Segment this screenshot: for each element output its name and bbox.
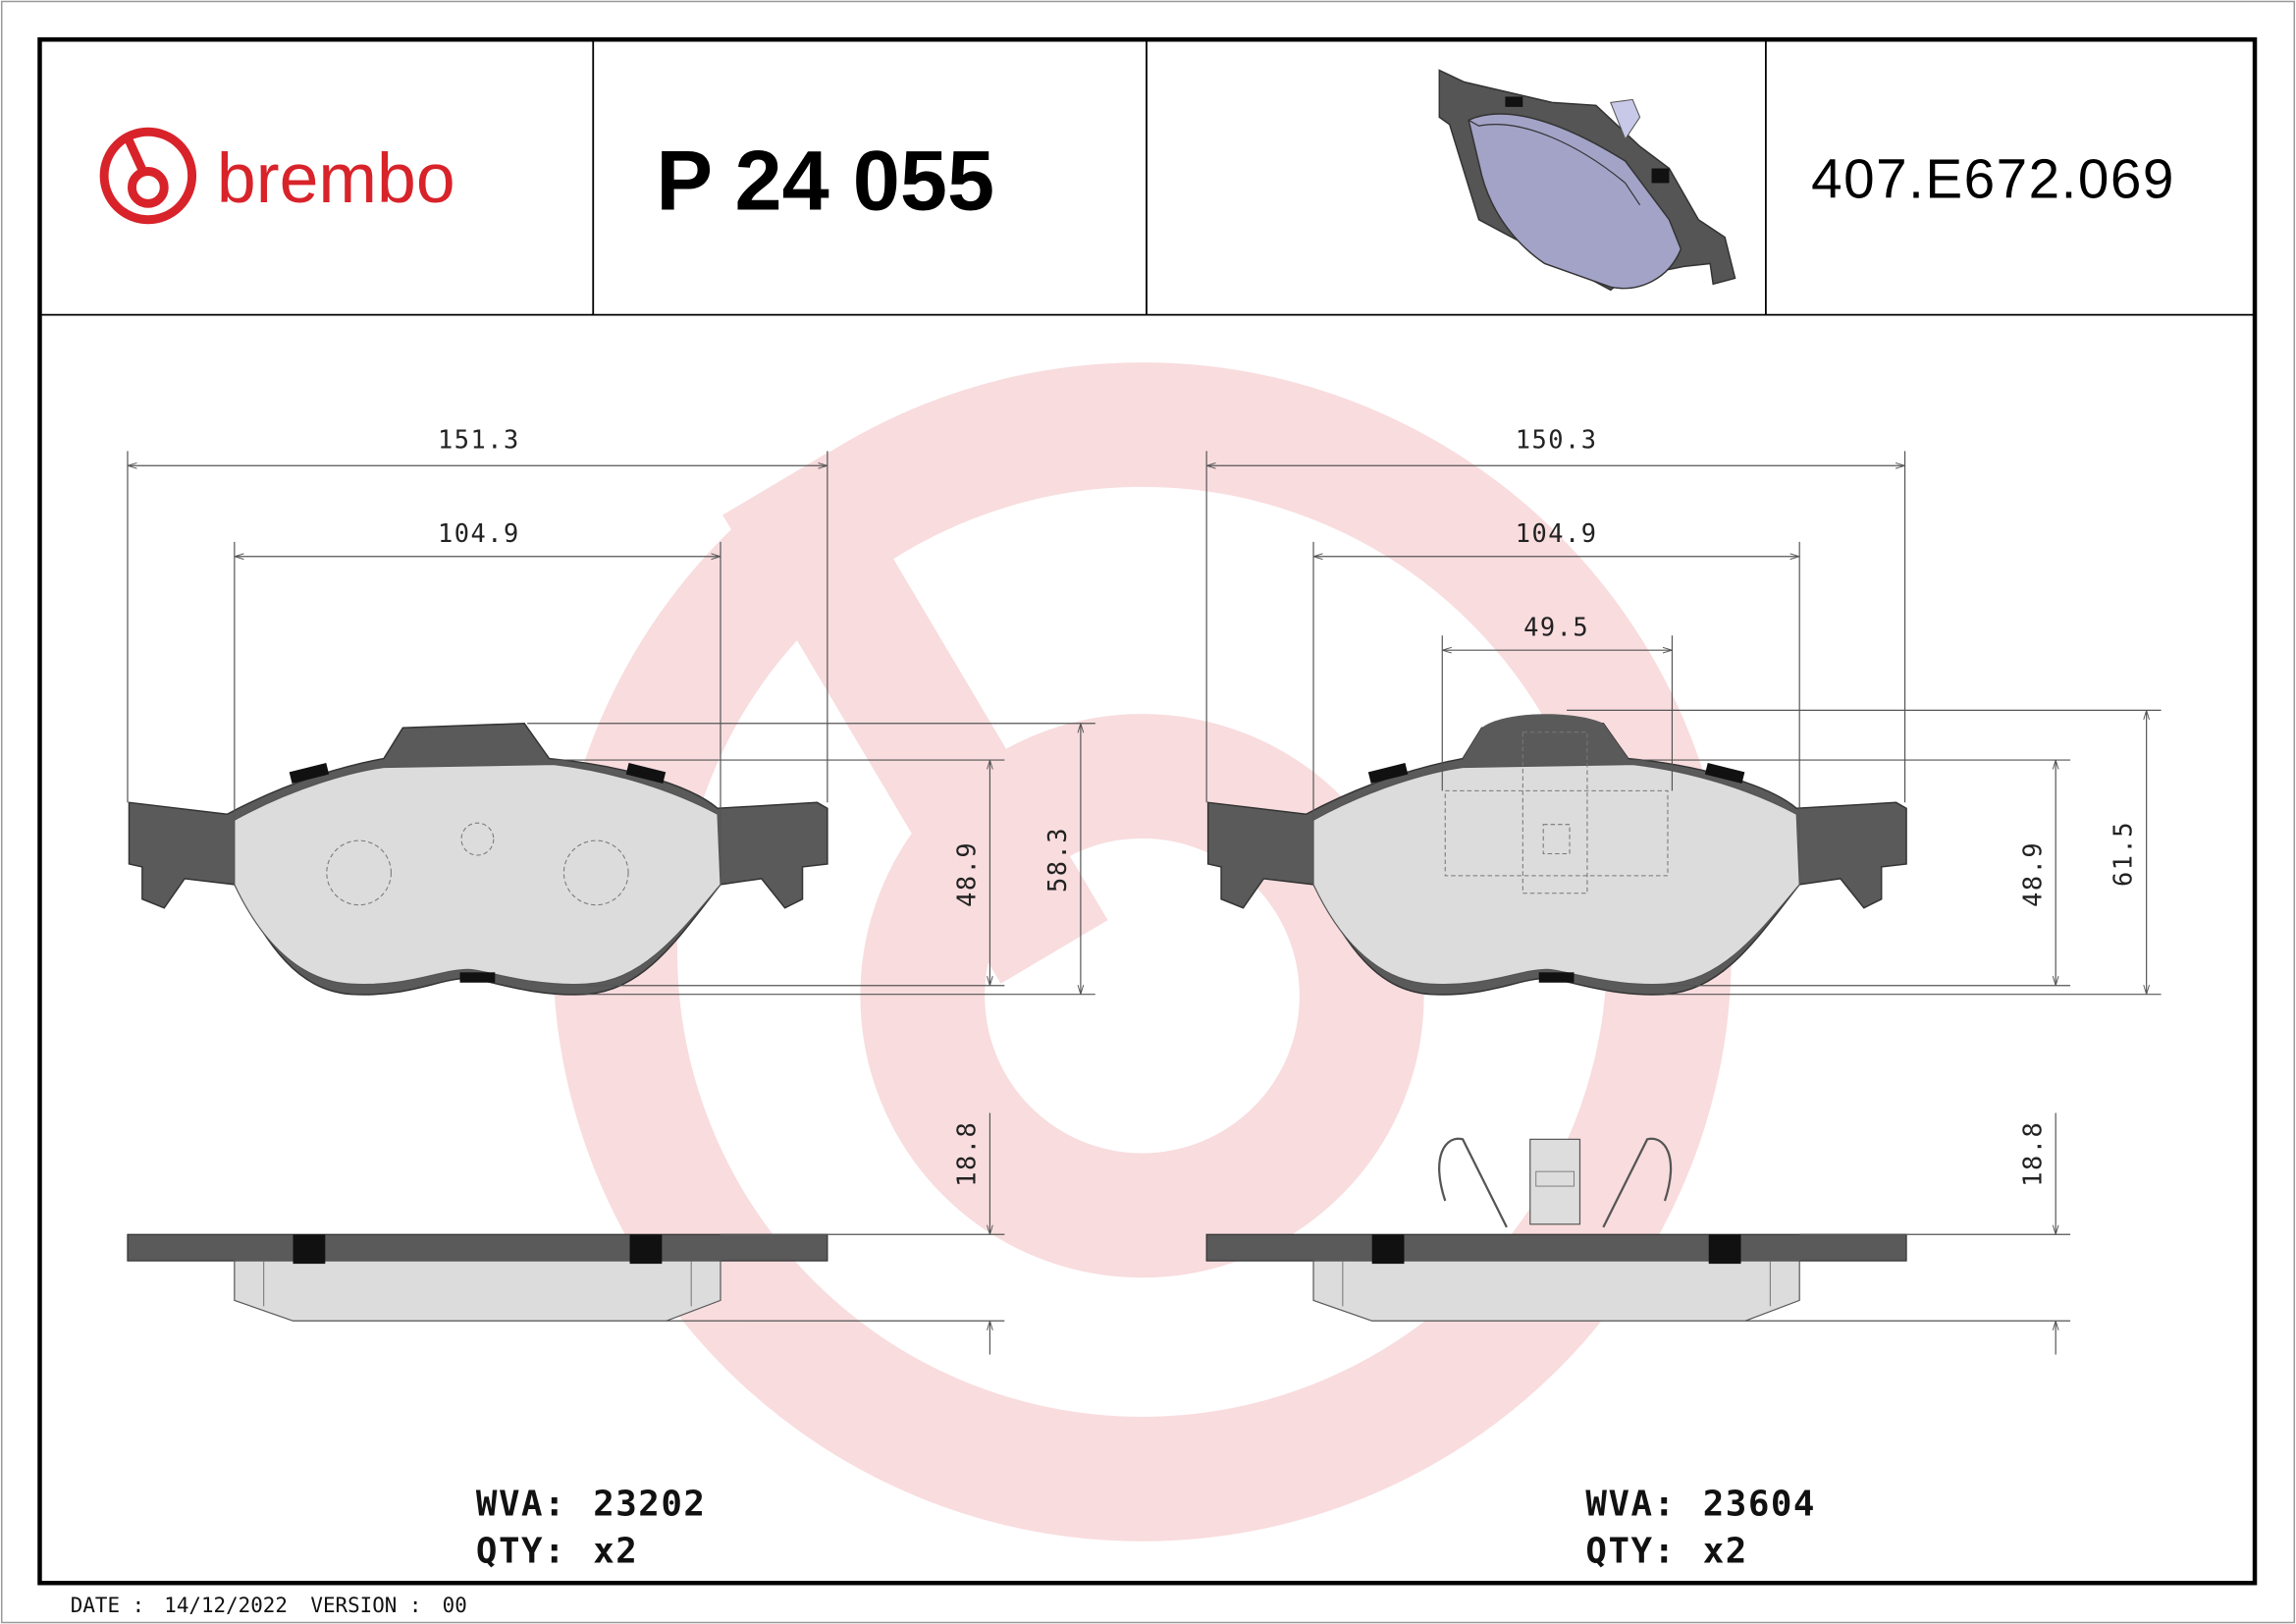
right-pad-front-view [1206,714,1907,996]
spring-clip-icon [1438,1137,1673,1228]
version-label: VERSION : [310,1594,421,1617]
right-pad-side-view [1205,1137,1907,1323]
part-number: P 24 055 [656,134,994,228]
pad-isometric-image [1438,69,1736,292]
qty-label: QTY: [1585,1531,1676,1571]
right-dimensions: 150.3 104.9 49.5 48.9 61.5 18.8 [1205,424,2162,1355]
dim-width-friction: 104.9 [1516,518,1598,548]
reference-number: 407.E672.069 [1811,148,2175,210]
brand-name: brembo [217,139,455,218]
dim-thickness: 18.8 [952,1121,982,1187]
right-pad-info: WVA: 23604 QTY: x2 [1585,1485,1816,1572]
qty-value: x2 [1703,1531,1748,1571]
dim-height-overall: 61.5 [2109,821,2138,887]
dim-height-overall: 58.3 [1042,827,1072,893]
dim-width-overall: 150.3 [1516,424,1598,454]
dim-width-friction: 104.9 [438,518,520,548]
dim-width-clip: 49.5 [1523,612,1589,641]
wva-number: 23202 [593,1485,706,1525]
left-pad-front-view [128,723,828,996]
left-pad-info: WVA: 23202 QTY: x2 [476,1485,706,1572]
wva-number: 23604 [1703,1485,1816,1525]
brembo-logo: brembo [99,127,455,225]
footer: DATE : 14/12/2022 VERSION : 00 [71,1594,467,1617]
left-dimensions: 151.3 104.9 48.9 58.3 18.8 [127,424,1095,1355]
date-label: DATE : [71,1594,144,1617]
qty-label: QTY: [476,1531,566,1571]
wva-label: WVA: [476,1485,566,1525]
date-value: 14/12/2022 [164,1594,288,1617]
qty-value: x2 [593,1531,638,1571]
dim-width-overall: 151.3 [438,424,520,454]
version-value: 00 [443,1594,467,1617]
dim-height-friction: 48.9 [952,841,982,907]
wva-label: WVA: [1585,1485,1676,1525]
dim-thickness: 18.8 [2017,1121,2047,1187]
dim-height-friction: 48.9 [2017,841,2047,907]
